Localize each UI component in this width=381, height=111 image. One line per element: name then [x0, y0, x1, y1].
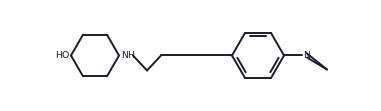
- Text: NH: NH: [121, 51, 135, 60]
- Text: N: N: [303, 51, 310, 60]
- Text: HO: HO: [54, 51, 69, 60]
